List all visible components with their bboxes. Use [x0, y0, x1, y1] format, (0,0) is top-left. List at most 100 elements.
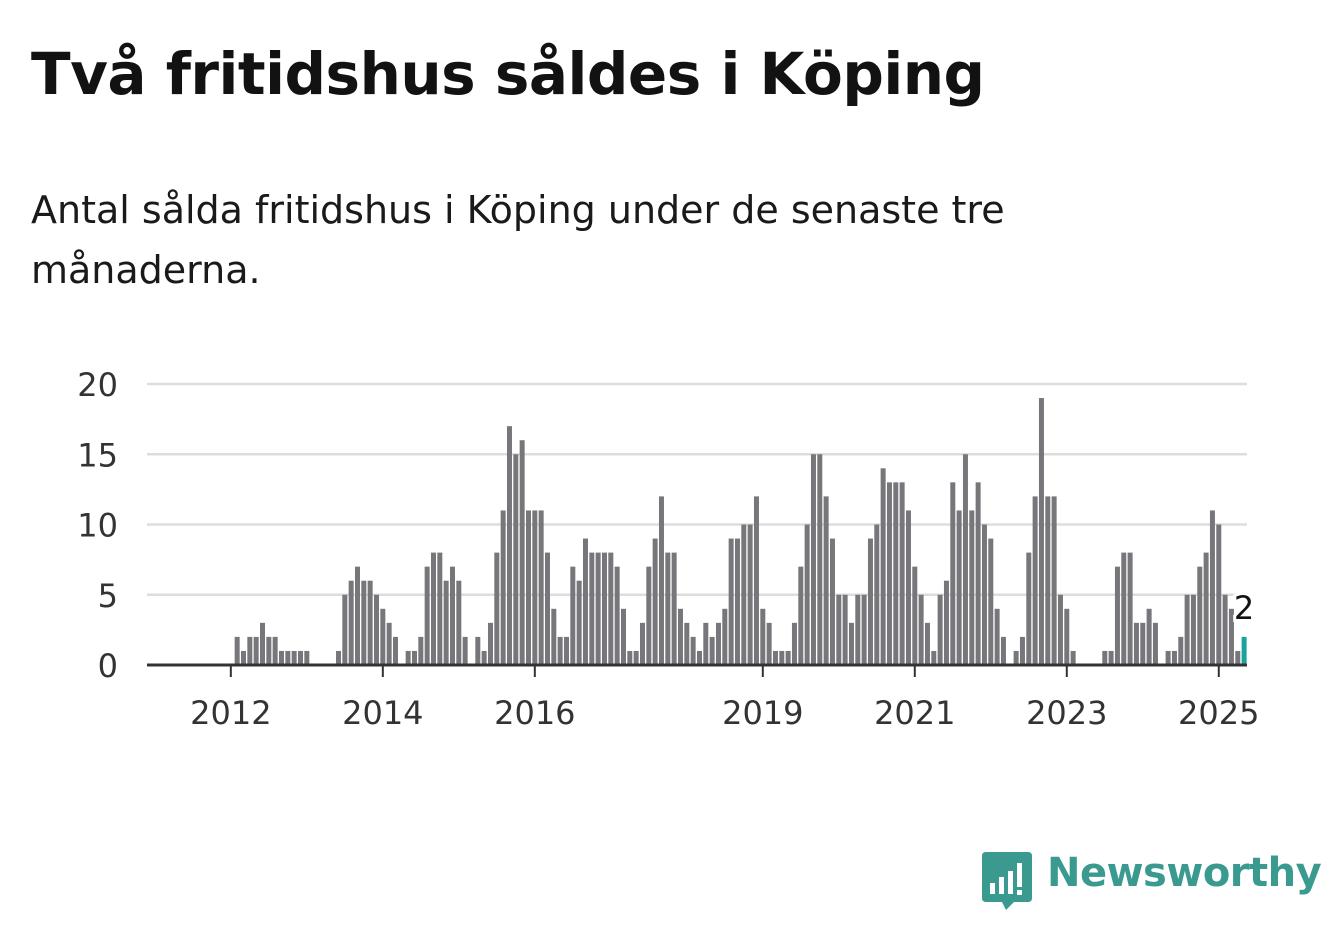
- bar: [747, 524, 753, 665]
- bar: [886, 482, 892, 665]
- bar: [874, 524, 880, 665]
- bar: [506, 426, 512, 665]
- bar: [1171, 650, 1177, 665]
- bar: [373, 594, 379, 665]
- bar: [975, 482, 981, 665]
- bar: [487, 622, 493, 665]
- bar: [785, 650, 791, 665]
- annotations: 2: [1231, 586, 1257, 630]
- bar: [335, 650, 341, 665]
- bar: [354, 566, 360, 665]
- bar: [563, 636, 569, 665]
- bar: [589, 552, 595, 665]
- bar: [931, 650, 937, 665]
- bar: [633, 650, 639, 665]
- bar: [253, 636, 259, 665]
- bar: [1197, 566, 1203, 665]
- bar: [557, 636, 563, 665]
- bar: [836, 594, 842, 665]
- bar: [418, 636, 424, 665]
- y-tick-label: 10: [77, 507, 118, 545]
- bar: [1178, 636, 1184, 665]
- chart-title: Två fritidshus såldes i Köping: [31, 40, 985, 108]
- bar: [918, 594, 924, 665]
- bar: [405, 650, 411, 665]
- bar: [424, 566, 430, 665]
- y-tick-label: 15: [77, 436, 118, 474]
- bar: [443, 580, 449, 665]
- bar: [513, 454, 519, 665]
- bar-chart: 0 5 10 15 20 2012 2014 2016 2019 2021 2023 2025 2: [77, 366, 1259, 732]
- bar: [956, 510, 962, 665]
- bar: [1222, 594, 1228, 665]
- bar: [791, 622, 797, 665]
- bar: [677, 608, 683, 665]
- bar: [665, 552, 671, 665]
- bar: [734, 538, 740, 665]
- bar: [1032, 496, 1038, 665]
- bar: [1057, 594, 1063, 665]
- bar: [1127, 552, 1133, 665]
- bar: [893, 482, 899, 665]
- bar: [798, 566, 804, 665]
- x-tick-label: 2025: [1178, 694, 1259, 732]
- bar: [1133, 622, 1139, 665]
- bar: [1108, 650, 1114, 665]
- bar: [652, 538, 658, 665]
- bar: [1064, 608, 1070, 665]
- bar: [962, 454, 968, 665]
- bar: [437, 552, 443, 665]
- gridlines: [147, 382, 1247, 596]
- bar: [1102, 650, 1108, 665]
- bar: [532, 510, 538, 665]
- bar: [969, 510, 975, 665]
- y-tick-label: 20: [77, 366, 118, 404]
- bar: [855, 594, 861, 665]
- bar: [950, 482, 956, 665]
- bar: [551, 608, 557, 665]
- bar: [1165, 650, 1171, 665]
- bar: [728, 538, 734, 665]
- bar: [753, 496, 759, 665]
- bar: [1140, 622, 1146, 665]
- newsworthy-logo: Newsworthy: [980, 848, 1322, 912]
- bar: [342, 594, 348, 665]
- y-tick-label: 5: [98, 577, 118, 615]
- bar: [1152, 622, 1158, 665]
- x-tick-label: 2021: [874, 694, 955, 732]
- bar: [639, 622, 645, 665]
- bar: [880, 468, 886, 665]
- bar: [1019, 636, 1025, 665]
- bar: [722, 608, 728, 665]
- bar: [519, 440, 525, 665]
- bar: [1070, 650, 1076, 665]
- bar: [804, 524, 810, 665]
- bar: [1013, 650, 1019, 665]
- bar: [582, 538, 588, 665]
- bar: [1026, 552, 1032, 665]
- bar: [848, 622, 854, 665]
- bar: [234, 636, 240, 665]
- bar: [500, 510, 506, 665]
- bar: [696, 650, 702, 665]
- bar: [392, 636, 398, 665]
- bar: [411, 650, 417, 665]
- bar: [297, 650, 303, 665]
- bar: [867, 538, 873, 665]
- bar: [924, 622, 930, 665]
- bar: [1045, 496, 1051, 665]
- bar: [988, 538, 994, 665]
- bar: [1000, 636, 1006, 665]
- bar: [671, 552, 677, 665]
- bar: [810, 454, 816, 665]
- bar: [304, 650, 310, 665]
- bar: [1038, 398, 1044, 665]
- bar: [285, 650, 291, 665]
- bar: [1146, 608, 1152, 665]
- bar: [1114, 566, 1120, 665]
- bar: [1190, 594, 1196, 665]
- y-axis-ticks: 0 5 10 15 20: [77, 366, 118, 685]
- bar: [646, 566, 652, 665]
- bar: [1203, 552, 1209, 665]
- bar: [494, 552, 500, 665]
